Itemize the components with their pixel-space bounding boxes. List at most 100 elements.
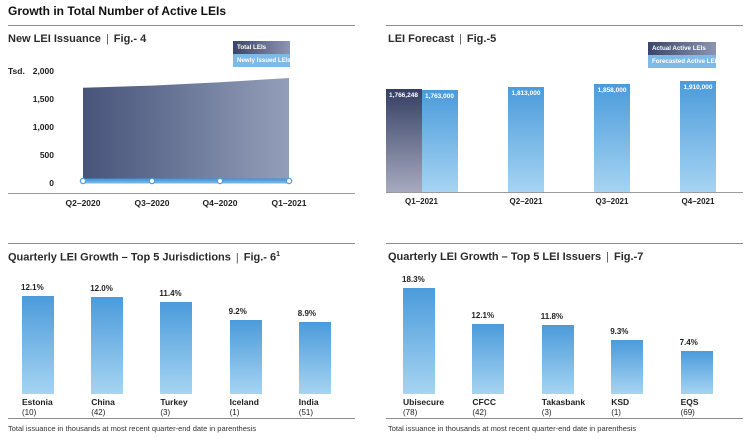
x-axis-label: Q3–2020	[134, 198, 170, 208]
section-header-fig7: Quarterly LEI Growth – Top 5 LEI Issuers…	[388, 251, 643, 263]
section-header-fig6: Quarterly LEI Growth – Top 5 Jurisdictio…	[8, 251, 280, 264]
fig-label: Fig.- 6	[243, 251, 277, 264]
page-title: Growth in Total Number of Active LEIs	[8, 4, 227, 18]
section-lei-forecast: LEI Forecast | Fig.-5 Actual Active LEIs F…	[385, 25, 743, 222]
header-separator: |	[105, 33, 109, 45]
category-name: China	[91, 397, 115, 407]
bar-india	[298, 321, 331, 394]
footnote-text: Total issuance in thousands at most rece…	[8, 424, 257, 433]
x-axis-label: Q1–2021	[405, 197, 438, 206]
y-tick-label: 0	[49, 178, 54, 188]
bar-value-label: 1,910,000	[683, 84, 713, 91]
bar-percent-label: 11.4%	[159, 288, 182, 298]
bar-ubisecure	[403, 287, 435, 394]
newly-issued-marker	[216, 177, 224, 185]
bar-cfcc	[472, 323, 505, 394]
category-name: KSD	[611, 397, 630, 407]
bar-takasbank	[541, 325, 574, 394]
category-total: (51)	[298, 408, 314, 417]
legend-fig4: Total LEIs Newly Issued LEIs	[233, 41, 290, 67]
legend-fig5: Actual Active LEIs Forecasted Active LEI…	[648, 42, 716, 68]
category-name: Ubisecure	[403, 397, 445, 407]
y-tick-label: 1,000	[32, 122, 54, 132]
bar-iceland	[229, 319, 262, 394]
header-separator: |	[235, 251, 239, 264]
category-name: Turkey	[160, 397, 188, 407]
x-axis-line	[8, 193, 355, 194]
category-name: CFCC	[472, 397, 496, 407]
bar-turkey	[160, 301, 193, 394]
area-chart-canvas	[79, 78, 293, 185]
category-name: Iceland	[229, 397, 259, 407]
bar-percent-label: 12.1%	[471, 310, 495, 320]
x-axis-label: Q2–2021	[509, 197, 543, 206]
bar-percent-label: 12.1%	[21, 283, 44, 292]
bar-forecasted-active-leis	[680, 81, 716, 192]
category-total: (42)	[91, 408, 106, 417]
bar-china	[91, 296, 124, 394]
section-header-fig4: New LEI Issuance | Fig.- 4	[8, 33, 146, 45]
legend-item-actual-active-leis: Actual Active LEIs	[648, 42, 716, 55]
x-axis-label: Q3–2021	[595, 197, 629, 206]
bar-percent-label: 18.3%	[402, 274, 425, 284]
category-name: EQS	[680, 397, 699, 407]
section-top5-lei-issuers: Quarterly LEI Growth – Top 5 LEI Issuers…	[386, 243, 743, 441]
x-axis-label: Q4–2021	[681, 197, 715, 206]
x-axis-line	[386, 192, 743, 193]
y-tick-label: 500	[39, 150, 54, 160]
header-separator: |	[606, 251, 609, 263]
x-axis-label: Q1–2021	[271, 198, 307, 208]
bar-percent-label: 12.0%	[90, 283, 113, 293]
section-title: LEI Forecast	[388, 33, 455, 45]
footnote-divider	[386, 418, 743, 419]
bar-estonia	[22, 296, 54, 394]
x-axis-label: Q2–2020	[65, 198, 101, 208]
section-header-fig5: LEI Forecast | Fig.-5	[388, 33, 496, 45]
category-total: (3)	[160, 408, 171, 417]
fig-label: Fig.-7	[613, 251, 644, 263]
bar-percent-label: 9.2%	[228, 306, 247, 316]
bar-value-label: 1,858,000	[597, 87, 627, 94]
bar-value-label: 1,813,000	[511, 89, 541, 97]
bar-forecasted-active-leis	[421, 89, 458, 192]
bar-ksd	[611, 340, 644, 394]
footnote-text: Total issuance in thousands at most rece…	[388, 424, 637, 433]
legend-item-forecasted-active-leis: Forecasted Active LEIs	[648, 55, 716, 68]
bar-eqs	[680, 351, 713, 394]
category-name: Estonia	[22, 397, 53, 407]
legend-item-total-leis: Total LEIs	[233, 41, 290, 54]
y-tick-label: 1,500	[32, 94, 54, 104]
fig-label: Fig.-5	[466, 33, 497, 45]
category-name: India	[298, 397, 319, 407]
x-axis-label: Q4–2020	[202, 198, 238, 208]
newly-issued-leis-line	[81, 178, 292, 184]
line-markers	[79, 177, 293, 185]
y-tick-label: 2,000	[32, 66, 54, 76]
section-new-lei-issuance: New LEI Issuance | Fig.- 4 Total LEIs Newl…	[8, 25, 355, 222]
bar-value-label: 1,763,000	[425, 92, 454, 100]
category-total: (1)	[611, 408, 621, 417]
section-title: Quarterly LEI Growth – Top 5 LEI Issuers	[388, 251, 602, 263]
section-title: New LEI Issuance	[8, 33, 101, 45]
total-leis-area	[83, 78, 289, 180]
bar-percent-label: 7.4%	[679, 338, 698, 347]
bar-percent-label: 11.8%	[540, 312, 564, 322]
bar-percent-label: 8.9%	[297, 308, 317, 318]
bar-value-label: 1,766,248	[389, 92, 418, 100]
bar-percent-label: 9.3%	[610, 327, 629, 336]
fig-footnote-marker: 1	[276, 251, 281, 258]
category-total: (69)	[680, 408, 695, 417]
bar-actual-active-leis	[385, 89, 422, 192]
category-total: (78)	[403, 408, 418, 417]
legend-item-newly-issued-leis: Newly Issued LEIs	[233, 54, 290, 67]
category-total: (10)	[22, 408, 37, 417]
category-total: (1)	[229, 408, 240, 417]
section-top5-jurisdictions: Quarterly LEI Growth – Top 5 Jurisdictio…	[8, 243, 355, 441]
newly-issued-marker	[285, 177, 293, 185]
newly-issued-marker	[79, 177, 87, 185]
bar-forecasted-active-leis	[594, 84, 630, 192]
category-total: (3)	[541, 408, 552, 417]
bar-forecasted-active-leis	[508, 86, 544, 192]
category-name: Takasbank	[541, 397, 586, 407]
